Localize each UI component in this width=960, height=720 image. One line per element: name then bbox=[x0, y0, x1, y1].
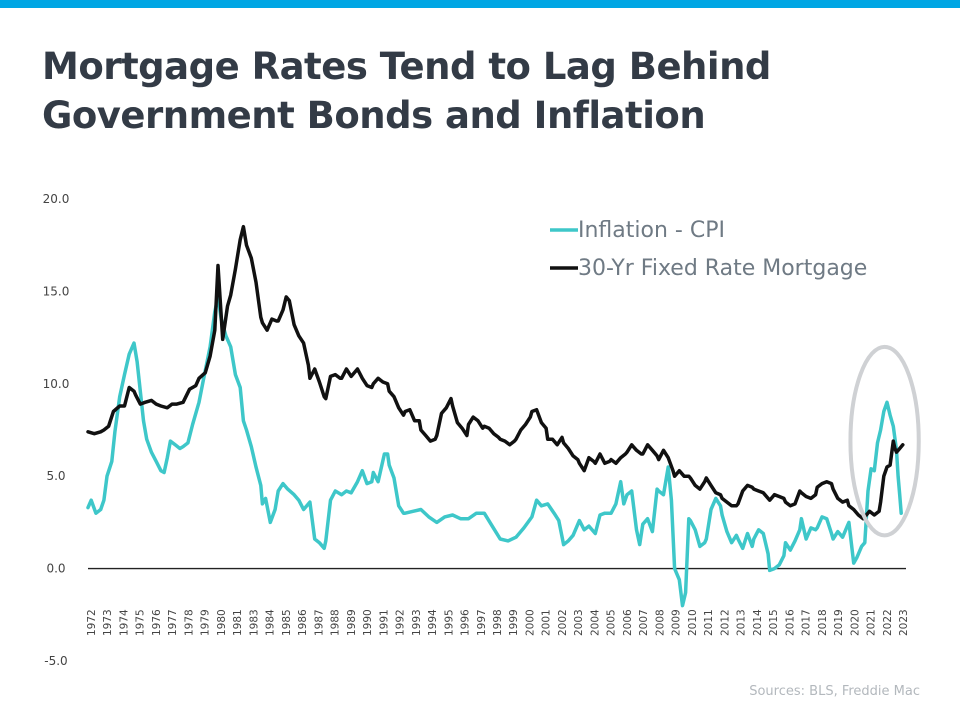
x-tick-label: 1977 bbox=[167, 609, 179, 636]
x-tick-label: 2004 bbox=[589, 609, 601, 636]
x-tick-label: 1983 bbox=[248, 609, 260, 636]
x-tick-label: 1975 bbox=[135, 609, 147, 636]
inflation-cpi-line bbox=[86, 295, 903, 608]
y-tick-label: 10.0 bbox=[43, 377, 70, 391]
x-tick-label: 1989 bbox=[346, 609, 358, 636]
x-tick-label: 1974 bbox=[118, 609, 130, 636]
x-tick-label: 2016 bbox=[784, 609, 796, 636]
x-tick-label: 1997 bbox=[476, 609, 488, 636]
x-tick-label: 1998 bbox=[492, 609, 504, 636]
x-tick-label: 1973 bbox=[102, 609, 114, 636]
x-tick-label: 1976 bbox=[151, 609, 163, 636]
x-tick-label: 2011 bbox=[703, 609, 715, 636]
y-tick-label: -5.0 bbox=[44, 654, 67, 668]
x-tick-label: 2003 bbox=[573, 609, 585, 636]
x-tick-label: 2023 bbox=[898, 609, 910, 636]
x-tick-label: 1972 bbox=[86, 609, 98, 636]
x-tick-label: 2010 bbox=[687, 609, 699, 636]
x-tick-label: 2020 bbox=[849, 609, 861, 636]
x-tick-label: 2012 bbox=[719, 609, 731, 636]
x-tick-label: 1988 bbox=[330, 609, 342, 636]
x-tick-label: 2001 bbox=[541, 609, 553, 636]
x-tick-label: 2013 bbox=[736, 609, 748, 636]
x-tick-label: 2009 bbox=[671, 609, 683, 636]
x-tick-label: 1985 bbox=[281, 609, 293, 636]
x-tick-label: 1979 bbox=[200, 609, 212, 636]
x-tick-label: 2005 bbox=[606, 609, 618, 636]
x-tick-label: 1995 bbox=[443, 609, 455, 636]
title-line-1: Mortgage Rates Tend to Lag Behind bbox=[42, 45, 771, 88]
x-tick-label: 2021 bbox=[866, 609, 878, 636]
x-tick-label: 1981 bbox=[232, 609, 244, 636]
x-tick-label: 1986 bbox=[297, 609, 309, 636]
x-tick-label: 1984 bbox=[265, 609, 277, 636]
x-tick-label: 2019 bbox=[833, 609, 845, 636]
x-tick-label: 1990 bbox=[362, 609, 374, 636]
x-tick-label: 1994 bbox=[427, 609, 439, 636]
x-tick-label: 1996 bbox=[460, 609, 472, 636]
y-tick-label: 15.0 bbox=[43, 284, 70, 298]
x-tick-label: 1978 bbox=[183, 609, 195, 636]
legend-label: 30-Yr Fixed Rate Mortgage bbox=[578, 256, 867, 281]
legend-label: Inflation - CPI bbox=[578, 218, 725, 243]
mortgage-rate-line bbox=[86, 224, 905, 521]
x-tick-label: 1980 bbox=[216, 609, 228, 636]
x-tick-label: 2006 bbox=[622, 609, 634, 636]
x-tick-label: 2000 bbox=[524, 609, 536, 636]
x-tick-label: 2018 bbox=[817, 609, 829, 636]
x-tick-label: 2015 bbox=[768, 609, 780, 636]
page-title: Mortgage Rates Tend to Lag Behind Govern… bbox=[42, 42, 771, 140]
x-tick-label: 2014 bbox=[752, 609, 764, 636]
y-tick-label: 20.0 bbox=[43, 192, 70, 206]
x-tick-label: 2017 bbox=[801, 609, 813, 636]
x-tick-label: 1999 bbox=[508, 609, 520, 636]
title-line-2: Government Bonds and Inflation bbox=[42, 94, 706, 137]
x-tick-label: 2002 bbox=[557, 609, 569, 636]
x-tick-label: 1993 bbox=[411, 609, 423, 636]
y-tick-label: 5.0 bbox=[46, 469, 65, 483]
x-tick-label: 2007 bbox=[638, 609, 650, 636]
x-tick-label: 1991 bbox=[378, 609, 390, 636]
x-tick-label: 1987 bbox=[313, 609, 325, 636]
x-tick-label: 1992 bbox=[395, 609, 407, 636]
top-accent-bar bbox=[0, 0, 960, 8]
x-tick-label: 2022 bbox=[882, 609, 894, 636]
y-tick-label: 0.0 bbox=[46, 562, 65, 576]
highlight-circle bbox=[848, 344, 921, 538]
x-tick-label: 2008 bbox=[654, 609, 666, 636]
source-note: Sources: BLS, Freddie Mac bbox=[749, 684, 920, 699]
